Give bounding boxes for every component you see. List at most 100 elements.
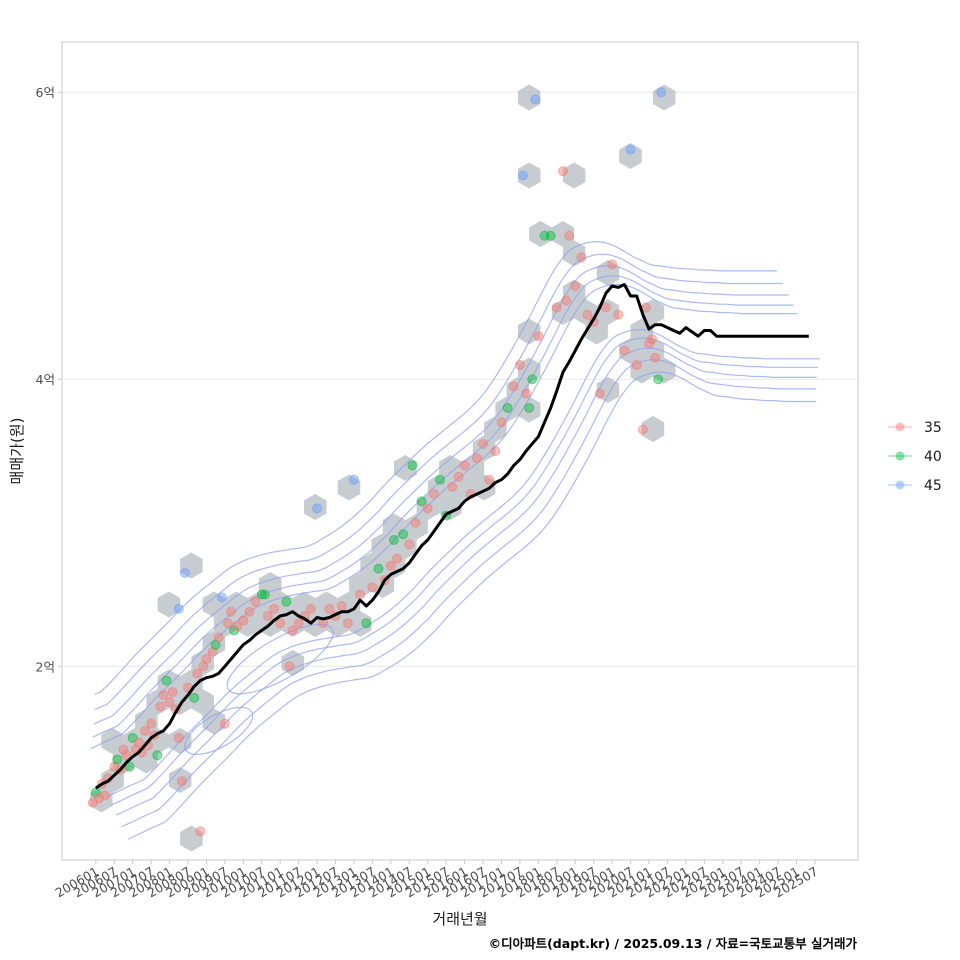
hexbin	[382, 552, 406, 579]
data-point	[164, 697, 175, 708]
legend-label: 35	[924, 420, 942, 436]
hexbin	[135, 747, 158, 774]
density-contour	[121, 359, 817, 828]
y-axis: 2억 4억 6억	[36, 85, 62, 674]
hexbin	[517, 396, 541, 423]
data-point	[155, 701, 166, 712]
data-point	[514, 359, 525, 370]
hexbin	[180, 825, 203, 852]
data-point	[502, 402, 513, 413]
data-point	[490, 446, 501, 456]
data-point	[607, 259, 618, 270]
hexbin	[101, 728, 124, 754]
y-tick-label: 2억	[36, 659, 55, 674]
hexbin	[315, 591, 338, 618]
hexbin	[484, 416, 507, 442]
data-point	[637, 424, 648, 435]
hexbin	[349, 611, 372, 637]
data-point	[650, 352, 661, 363]
hexbin	[270, 591, 293, 618]
hexbin	[653, 84, 676, 111]
data-point	[152, 750, 163, 761]
hexbin	[304, 494, 327, 520]
data-point	[484, 474, 495, 485]
hexbin	[653, 357, 676, 384]
density-contour	[110, 337, 818, 806]
data-point	[459, 460, 470, 471]
hexbin	[371, 533, 394, 559]
hexbin	[337, 474, 361, 501]
data-point	[342, 618, 353, 629]
hexbin	[619, 338, 642, 364]
density-contour	[92, 275, 794, 738]
data-point	[262, 611, 273, 622]
data-point	[530, 94, 541, 105]
caption: ©디아파트(dapt.kr) / 2025.09.13 / 자료=국토교통부 실…	[489, 936, 858, 951]
data-point	[619, 345, 630, 356]
density-contour	[90, 283, 798, 750]
hexbin	[551, 299, 575, 325]
data-point	[158, 689, 169, 700]
data-point	[570, 280, 581, 291]
data-point	[361, 618, 372, 629]
density-contour	[127, 371, 817, 840]
data-point	[582, 309, 593, 320]
data-point	[416, 496, 427, 507]
data-point	[404, 539, 415, 550]
legend-label: 40	[924, 449, 942, 465]
hexbin	[439, 494, 462, 520]
data-point	[112, 754, 123, 765]
data-point	[471, 453, 482, 464]
legend-label: 45	[924, 478, 942, 494]
data-point	[275, 618, 286, 629]
data-point	[161, 675, 172, 686]
data-point	[656, 87, 667, 98]
hexbin	[225, 591, 248, 618]
data-point	[176, 776, 187, 787]
data-point	[410, 517, 421, 528]
moving-average-line	[94, 283, 809, 790]
data-point	[613, 309, 624, 320]
data-point	[219, 718, 230, 729]
data-point	[124, 761, 135, 772]
data-point	[407, 460, 418, 471]
hexbin	[191, 689, 214, 715]
hexbin	[180, 552, 203, 579]
data-point	[173, 733, 184, 744]
data-point	[518, 170, 529, 181]
density-contour	[226, 623, 334, 695]
hexbin	[495, 396, 518, 423]
data-point	[496, 417, 507, 428]
data-point	[594, 388, 605, 399]
data-point	[293, 618, 304, 629]
hexbin	[349, 572, 372, 598]
hexbin	[146, 689, 169, 715]
data-point	[201, 654, 212, 665]
density-contours	[90, 240, 820, 840]
data-point	[631, 359, 642, 370]
data-point	[647, 334, 658, 345]
hexbin	[641, 338, 665, 364]
data-point	[189, 692, 200, 703]
density-contour	[94, 240, 777, 696]
data-point	[551, 302, 562, 313]
hexbin	[517, 162, 541, 189]
hexbin	[506, 377, 530, 403]
x-axis-title: 거래년월	[432, 910, 487, 928]
data-point	[478, 438, 489, 449]
data-point	[428, 489, 439, 500]
data-point	[305, 603, 316, 614]
data-point	[367, 582, 378, 593]
data-point	[179, 567, 190, 578]
data-point	[121, 750, 132, 761]
data-point	[250, 596, 261, 607]
x-axis: 2006012006072007012007072008012008072009…	[52, 860, 820, 900]
data-point	[173, 603, 184, 614]
data-point	[527, 374, 538, 385]
data-point	[336, 600, 347, 611]
hexbin	[641, 299, 665, 325]
data-point	[244, 606, 255, 617]
y-axis-title: 매매가(원)	[8, 418, 26, 485]
hexbin	[202, 591, 226, 618]
